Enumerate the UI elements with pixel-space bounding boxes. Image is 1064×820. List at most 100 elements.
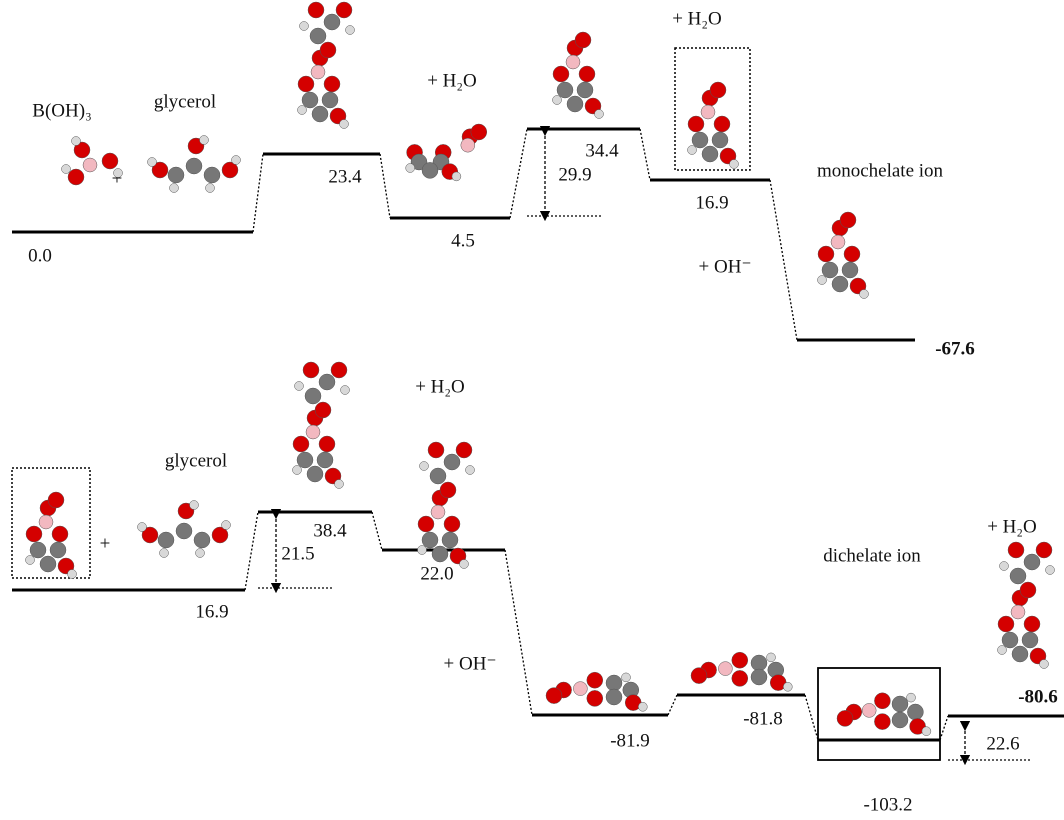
atom [26,556,35,565]
atom [1024,554,1040,570]
atom [1020,582,1036,598]
atom [222,521,231,530]
atom [432,546,448,562]
atom [293,436,309,452]
atom [428,442,444,458]
atom [1008,542,1024,558]
atom [312,106,328,122]
atom [298,76,314,92]
atom [567,96,583,112]
atom [168,167,184,183]
atom [842,262,858,278]
atom [1010,568,1026,584]
atom [751,669,767,685]
atom [822,262,838,278]
atom [874,714,890,730]
atom [606,689,622,705]
atom [317,452,333,468]
level-label: 16.9 [695,192,728,213]
atom [420,462,429,471]
atom [418,546,427,555]
atom [440,482,456,498]
atom [52,526,68,542]
atom [335,480,344,489]
atom [39,515,53,529]
atom [862,703,876,717]
atom [579,66,595,82]
atom [688,146,697,155]
connector [805,695,818,740]
atom [595,110,604,119]
atom [818,276,827,285]
atom [702,146,718,162]
atom [587,690,603,706]
atom [557,82,573,98]
atom [331,362,347,378]
species-label: + H₂O [987,516,1037,537]
atom [860,290,869,299]
level-label: 34.4 [585,140,619,161]
atom [1011,605,1025,619]
atom [297,452,313,468]
atom [751,655,767,671]
level-label: -81.8 [743,708,783,729]
atom [471,124,487,140]
level-label: 23.4 [328,166,362,187]
atom [158,532,174,548]
level-label: 16.9 [195,601,228,622]
atom [62,165,71,174]
atom [148,158,157,167]
atom [546,688,562,704]
connector [770,180,797,340]
atom [160,549,169,558]
atom [710,82,726,98]
atom [840,212,856,228]
species-label: + H₂O [415,376,465,397]
atom [461,138,475,152]
atom [444,516,460,532]
atom [783,682,792,691]
atom [732,652,748,668]
atom [346,26,355,35]
level-label: -67.6 [935,338,975,359]
atom [422,532,438,548]
atom [430,468,446,484]
atom [422,162,438,178]
connector [372,512,382,550]
atom [30,542,46,558]
connector [380,154,390,218]
atom [1000,562,1009,571]
atom [730,160,739,169]
atom [114,169,123,178]
atom [691,668,707,684]
atom [907,693,916,702]
atom [319,436,335,452]
atom [452,172,461,181]
atom [1036,542,1052,558]
atom [72,137,81,146]
atom [1012,646,1028,662]
atom [712,132,728,148]
energy-diagram: B(OH)₃glycerol++ H₂O+ H₂Omonochelate ion… [0,0,1064,820]
atom [907,704,923,720]
atom [68,169,84,185]
atom [50,542,66,558]
level-label: -80.6 [1018,686,1058,707]
atom [418,516,434,532]
atom [206,184,215,193]
species-label: + OH⁻ [699,256,752,277]
atom [341,386,350,395]
level-label: 22.0 [420,563,453,584]
atom [170,184,179,193]
species-label: B(OH)₃ [32,100,91,121]
connector [505,550,532,715]
atom [190,501,199,510]
atom [566,55,580,69]
level-label: 4.5 [451,230,475,251]
level-label: 0.0 [28,245,52,266]
atom [688,116,704,132]
connector [940,716,948,740]
atom [575,32,591,48]
species-label: monochelate ion [817,160,944,181]
atom [204,167,220,183]
